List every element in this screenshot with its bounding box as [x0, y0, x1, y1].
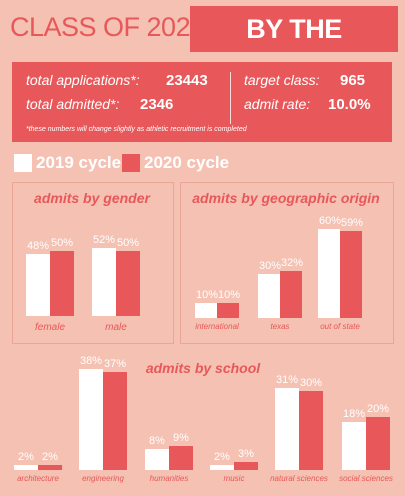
bar-social-sciences-2020: [366, 417, 390, 470]
admitted-label: total admitted*:: [26, 96, 120, 112]
applications-label: total applications*:: [26, 72, 140, 88]
bar-out-of-state-2019: [318, 229, 340, 318]
stats-note: *these numbers will change slightly as a…: [26, 126, 247, 133]
data-label: 18%: [342, 408, 366, 421]
admitted-value: 2346: [140, 96, 174, 113]
data-label: 8%: [149, 434, 165, 447]
target-label: target class:: [244, 72, 320, 88]
applications-value: 23443: [166, 72, 208, 89]
gender-panel: [12, 182, 174, 344]
bar-out-of-state-2020: [340, 230, 362, 318]
bar-music-2020: [234, 462, 258, 470]
category-label: female: [34, 322, 65, 333]
chart-title: admits by geographic origin: [192, 190, 380, 206]
chart-title: admits by school: [145, 360, 261, 376]
bar-natural-sciences-2019: [275, 387, 299, 470]
data-label: 50%: [50, 237, 74, 249]
data-label: 38%: [79, 355, 103, 368]
applications-stat: total applications*: 23443: [26, 72, 208, 89]
bar-international-2019: [195, 303, 217, 318]
bar-male-2019: [92, 248, 116, 316]
chart-title: admits by gender: [34, 190, 150, 206]
bar-social-sciences-2019: [342, 422, 366, 470]
bar-international-2020: [217, 303, 239, 318]
bar-female-2019: [26, 253, 50, 316]
bar-texas-2019: [258, 273, 280, 318]
category-label: engineering: [82, 474, 124, 483]
data-label: 37%: [103, 357, 127, 370]
bar-music-2019: [210, 464, 234, 470]
bar-female-2020: [50, 251, 74, 316]
rate-stat: admit rate: 10.0%: [244, 96, 371, 113]
data-label: 10%: [217, 289, 241, 302]
target-value: 965: [340, 72, 366, 89]
data-label: 30%: [299, 376, 323, 389]
data-label: 32%: [280, 256, 304, 269]
bar-architecture-2019: [14, 464, 38, 470]
bar-male-2020: [116, 251, 140, 316]
rate-label: admit rate:: [244, 96, 311, 112]
title-left: CLASS OF 2024: [10, 12, 205, 42]
data-label: 48%: [26, 239, 50, 252]
category-label: male: [105, 322, 127, 333]
admitted-stat: total admitted*: 2346: [26, 96, 173, 113]
bar-engineering-2019: [79, 369, 103, 470]
stats-box: total applications*: 23443 total admitte…: [12, 62, 392, 142]
data-label: 20%: [366, 403, 390, 415]
category-label: humanities: [149, 474, 189, 483]
data-label: 2%: [42, 450, 58, 463]
bar-humanities-2020: [169, 446, 193, 470]
legend-swatch-2020: [122, 154, 140, 172]
category-label: texas: [270, 322, 290, 331]
legend-label-2020: 2020 cycle: [144, 153, 230, 172]
category-label: out of state: [320, 322, 360, 331]
data-label: 10%: [195, 289, 219, 302]
category-label: architecture: [17, 474, 59, 483]
legend-label-2019: 2019 cycle: [36, 153, 122, 172]
stats-divider: [230, 72, 231, 124]
rate-value: 10.0%: [328, 96, 371, 113]
bar-engineering-2020: [103, 371, 127, 470]
data-label: 52%: [92, 234, 116, 247]
bar-humanities-2019: [145, 448, 169, 470]
legend-swatch-2019: [14, 154, 32, 172]
data-label: 50%: [116, 237, 140, 249]
data-label: 2%: [214, 450, 230, 463]
data-label: 30%: [258, 259, 282, 272]
bar-architecture-2020: [38, 464, 62, 470]
title-right: BY THE NUMBERS: [190, 6, 398, 90]
data-label: 59%: [340, 216, 364, 229]
bar-texas-2020: [280, 270, 302, 318]
category-label: international: [195, 322, 239, 331]
data-label: 60%: [318, 215, 342, 228]
data-label: 3%: [238, 448, 254, 461]
geo-panel: [180, 182, 394, 344]
data-label: 31%: [275, 373, 299, 386]
category-label: natural sciences: [270, 474, 328, 483]
data-label: 2%: [18, 450, 34, 463]
target-stat: target class: 965: [244, 72, 365, 89]
category-label: social sciences: [339, 474, 393, 483]
category-label: music: [223, 474, 245, 483]
data-label: 9%: [173, 432, 189, 445]
bar-natural-sciences-2020: [299, 390, 323, 470]
